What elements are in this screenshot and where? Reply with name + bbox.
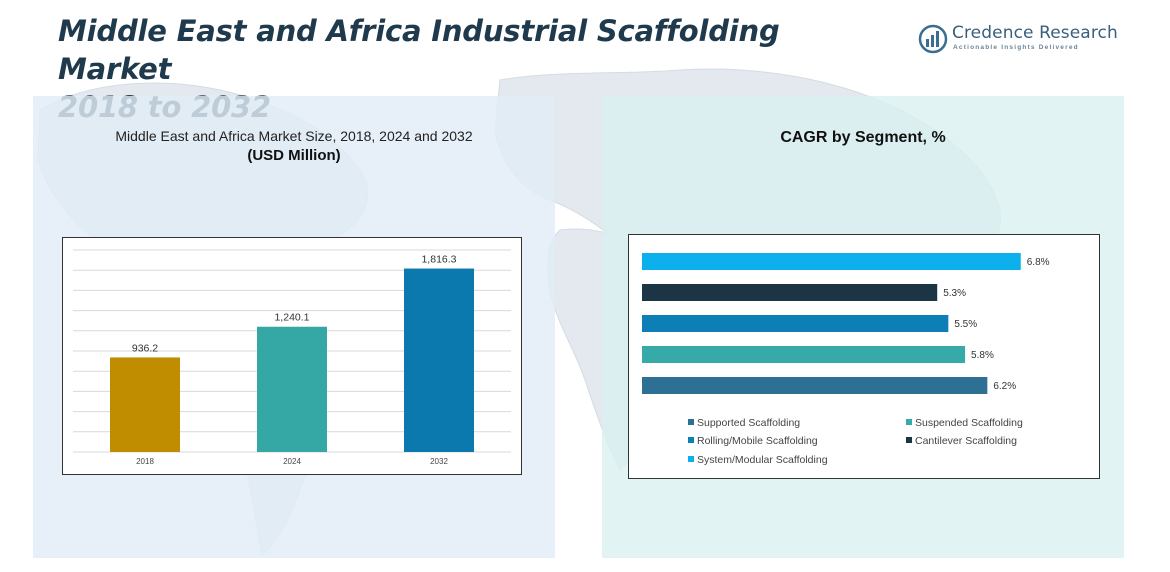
legend-label: Cantilever Scaffolding (915, 435, 1017, 447)
value-label: 5.3% (943, 288, 966, 299)
market-size-chart-unit: (USD Million) (247, 147, 341, 164)
cagr-bar-chart: 6.8% 5.3% 5.5% 5.8% 6.2% (642, 253, 1050, 394)
bar-cantilever-scaffolding (642, 284, 938, 301)
x-tick-label-2032: 2032 (430, 457, 448, 466)
legend-swatch (906, 437, 912, 443)
cagr-chart-title: CAGR by Segment, % (780, 129, 946, 146)
cagr-legend: Supported Scaffolding Suspended Scaffoldi… (688, 416, 1088, 476)
market-size-chart-title: Middle East and Africa Market Size, 2018… (115, 128, 473, 144)
bar-system-modular-scaffolding (642, 253, 1021, 270)
cagr-chart: 6.8% 5.3% 5.5% 5.8% 6.2% (628, 234, 1100, 479)
logo-brand-name: Credence Research (952, 23, 1118, 43)
title-line-1: Middle East and Africa Industrial Scaffo… (58, 14, 780, 86)
bar-2018 (110, 357, 180, 452)
market-size-chart: 936.2 2018 1,240.1 2024 1,816.3 2032 (62, 237, 522, 475)
bar-rolling-mobile-scaffolding (642, 315, 949, 332)
x-tick-label-2024: 2024 (283, 457, 301, 466)
bar-supported-scaffolding (642, 377, 988, 394)
page-title: Middle East and Africa Industrial Scaffo… (58, 12, 898, 126)
x-tick-label-2018: 2018 (136, 457, 154, 466)
logo-tagline: Actionable Insights Delivered (953, 44, 1079, 51)
value-label: 6.8% (1027, 257, 1050, 268)
bar-chart-logo-icon (918, 24, 948, 54)
value-label: 6.2% (993, 381, 1016, 392)
legend-item: Supported Scaffolding (688, 416, 800, 430)
value-label-2018: 936.2 (132, 342, 158, 354)
legend-item: Rolling/Mobile Scaffolding (688, 434, 818, 448)
legend-swatch (906, 419, 912, 425)
value-label-2024: 1,240.1 (274, 312, 309, 324)
bar-2032 (404, 268, 474, 452)
legend-swatch (688, 419, 694, 425)
legend-item: System/Modular Scaffolding (688, 453, 828, 467)
legend-label: System/Modular Scaffolding (697, 454, 828, 466)
value-label: 5.8% (971, 350, 994, 361)
legend-item: Cantilever Scaffolding (906, 434, 1017, 448)
bar-suspended-scaffolding (642, 346, 966, 363)
legend-item: Suspended Scaffolding (906, 416, 1023, 430)
legend-swatch (688, 456, 694, 462)
credence-research-logo[interactable]: Credence Research Actionable Insights De… (918, 22, 1118, 58)
value-label: 5.5% (954, 319, 977, 330)
legend-swatch (688, 437, 694, 443)
market-size-bar-chart: 936.2 2018 1,240.1 2024 1,816.3 2032 (73, 249, 511, 466)
legend-label: Suspended Scaffolding (915, 417, 1023, 429)
legend-label: Rolling/Mobile Scaffolding (697, 435, 818, 447)
value-label-2032: 1,816.3 (421, 254, 456, 266)
bar-2024 (257, 326, 327, 452)
legend-label: Supported Scaffolding (697, 417, 801, 429)
